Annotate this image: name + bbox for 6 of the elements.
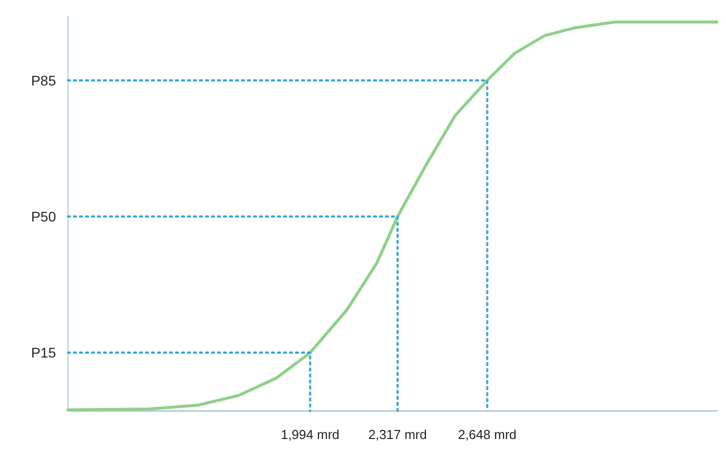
x-tick-label: 1,994 mrd	[280, 427, 340, 442]
series-label: P50	[31, 208, 56, 224]
series-label: P85	[31, 72, 56, 88]
x-tick-label: 2,648 mrd	[458, 427, 517, 442]
x-tick-label: 2,317 mrd	[368, 427, 427, 442]
series-label: P15	[31, 344, 56, 361]
